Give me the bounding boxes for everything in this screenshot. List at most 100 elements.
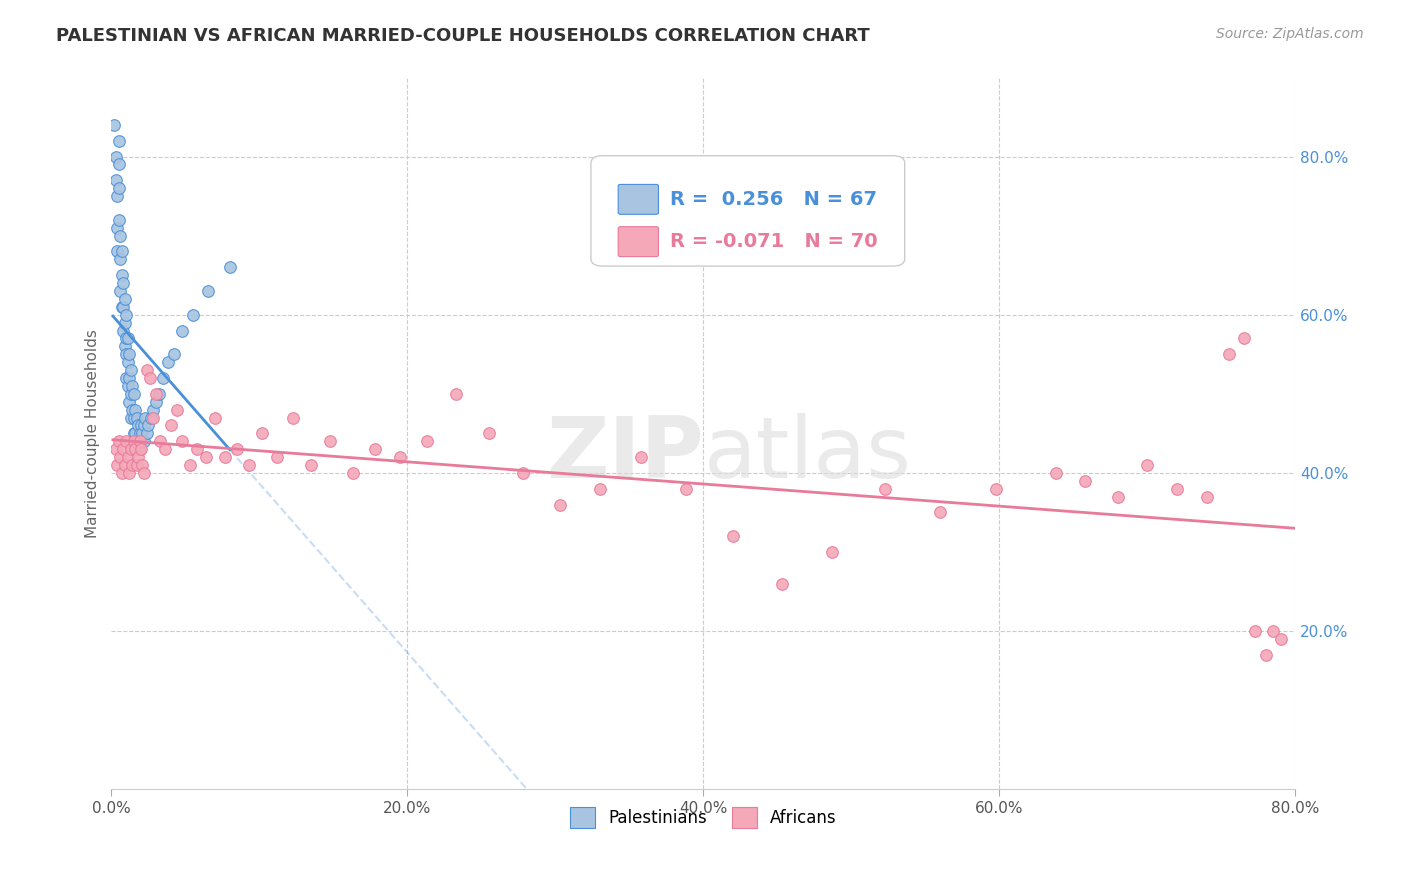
Point [120, 363, 142, 377]
Text: R =  0.256   N = 67: R = 0.256 N = 67 [671, 190, 877, 209]
Point [148, 386, 170, 401]
Point [172, 324, 194, 338]
Point [125, 434, 148, 449]
Point [238, 458, 260, 472]
Point [153, 442, 176, 457]
Point [118, 394, 141, 409]
Point [214, 450, 236, 464]
Point [283, 410, 305, 425]
Point [1136, 458, 1159, 472]
Point [138, 418, 160, 433]
Point [132, 418, 155, 433]
Legend: Palestinians, Africans: Palestinians, Africans [564, 801, 844, 834]
Point [108, 134, 131, 148]
Text: atlas: atlas [703, 413, 911, 496]
Point [125, 410, 148, 425]
Point [117, 450, 139, 464]
Point [127, 418, 149, 433]
Point [136, 363, 159, 377]
Point [108, 434, 131, 449]
Point [121, 379, 143, 393]
Point [821, 545, 844, 559]
Point [110, 450, 132, 464]
Point [127, 442, 149, 457]
Point [114, 458, 136, 472]
Point [131, 458, 153, 472]
Point [121, 458, 143, 472]
Point [197, 284, 219, 298]
Point [152, 371, 174, 385]
Point [111, 268, 134, 282]
Point [156, 355, 179, 369]
Point [117, 331, 139, 345]
Point [112, 324, 135, 338]
Point [124, 442, 146, 457]
Point [929, 505, 952, 519]
Point [299, 458, 322, 472]
FancyBboxPatch shape [619, 227, 658, 257]
Point [111, 300, 134, 314]
Point [266, 450, 288, 464]
Point [103, 118, 125, 132]
Point [141, 410, 163, 425]
Point [108, 157, 131, 171]
Point [111, 244, 134, 259]
Point [104, 173, 127, 187]
Point [122, 386, 145, 401]
Point [115, 347, 138, 361]
Point [1270, 632, 1292, 646]
Point [162, 347, 184, 361]
Point [108, 181, 131, 195]
Point [122, 426, 145, 441]
Text: R = -0.071   N = 70: R = -0.071 N = 70 [671, 232, 877, 252]
Point [721, 529, 744, 543]
Point [446, 386, 468, 401]
Point [875, 482, 897, 496]
Point [1244, 624, 1267, 638]
Point [129, 442, 152, 457]
Point [319, 434, 342, 449]
Point [105, 244, 128, 259]
Point [172, 434, 194, 449]
Point [415, 434, 437, 449]
Point [105, 220, 128, 235]
Point [117, 379, 139, 393]
Point [179, 458, 201, 472]
Point [675, 482, 697, 496]
Point [149, 434, 172, 449]
Point [121, 402, 143, 417]
Point [129, 434, 152, 449]
Point [124, 426, 146, 441]
Point [512, 466, 534, 480]
Point [117, 355, 139, 369]
Point [110, 284, 132, 298]
Point [124, 402, 146, 417]
Point [112, 300, 135, 314]
Point [1233, 331, 1256, 345]
Point [118, 371, 141, 385]
Point [114, 292, 136, 306]
Point [195, 450, 218, 464]
Point [112, 442, 135, 457]
Point [110, 228, 132, 243]
Point [111, 466, 134, 480]
Text: Source: ZipAtlas.com: Source: ZipAtlas.com [1216, 27, 1364, 41]
Point [342, 466, 364, 480]
Point [108, 212, 131, 227]
Point [589, 482, 612, 496]
Point [122, 434, 145, 449]
Point [134, 410, 156, 425]
FancyBboxPatch shape [591, 156, 904, 266]
Y-axis label: Married-couple Households: Married-couple Households [86, 329, 100, 538]
Point [104, 442, 127, 457]
FancyBboxPatch shape [619, 185, 658, 214]
Point [115, 434, 138, 449]
Point [128, 442, 150, 457]
Point [127, 450, 149, 464]
Point [128, 426, 150, 441]
Point [132, 466, 155, 480]
Point [181, 308, 204, 322]
Point [105, 458, 128, 472]
Point [110, 252, 132, 267]
Point [166, 402, 188, 417]
